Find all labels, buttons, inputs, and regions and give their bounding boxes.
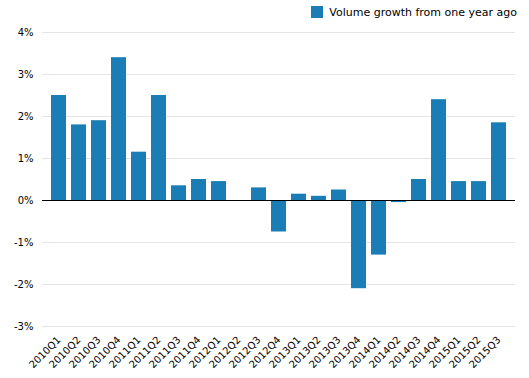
svg-text:2%: 2% [18, 111, 34, 122]
svg-text:2013Q4: 2013Q4 [326, 334, 363, 371]
svg-text:2012Q4: 2012Q4 [246, 334, 283, 371]
svg-text:-2%: -2% [14, 279, 33, 290]
svg-text:1%: 1% [18, 153, 34, 164]
svg-text:2010Q4: 2010Q4 [86, 334, 123, 371]
svg-text:2013Q3: 2013Q3 [306, 334, 343, 371]
svg-text:2012Q1: 2012Q1 [186, 334, 223, 371]
svg-text:-1%: -1% [14, 237, 33, 248]
svg-text:2011Q2: 2011Q2 [126, 334, 163, 371]
svg-text:2014Q1: 2014Q1 [346, 334, 383, 371]
svg-text:2012Q3: 2012Q3 [226, 334, 263, 371]
svg-text:2014Q3: 2014Q3 [386, 334, 423, 371]
svg-text:4%: 4% [18, 27, 34, 38]
svg-text:-3%: -3% [14, 321, 33, 332]
svg-text:2011Q3: 2011Q3 [146, 334, 183, 371]
svg-text:2012Q2: 2012Q2 [206, 334, 243, 371]
svg-text:2011Q4: 2011Q4 [166, 334, 203, 371]
svg-text:2013Q1: 2013Q1 [266, 334, 303, 371]
svg-text:2015Q1: 2015Q1 [426, 334, 463, 371]
svg-text:2010Q3: 2010Q3 [66, 334, 103, 371]
html-text:Volume growth from one year ag: Volume growth from one year ago [329, 5, 517, 19]
svg-text:2011Q1: 2011Q1 [106, 334, 143, 371]
svg-text:2015Q2: 2015Q2 [446, 334, 483, 371]
svg-text:2014Q2: 2014Q2 [366, 334, 403, 371]
svg-text:2013Q2: 2013Q2 [286, 334, 323, 371]
svg-text:2014Q4: 2014Q4 [406, 334, 443, 371]
svg-text:3%: 3% [18, 69, 34, 80]
svg-text:2015Q3: 2015Q3 [467, 334, 503, 370]
svg-text:0%: 0% [18, 195, 34, 206]
svg-text:2010Q1: 2010Q1 [26, 334, 63, 371]
svg-text:2010Q2: 2010Q2 [46, 334, 83, 371]
